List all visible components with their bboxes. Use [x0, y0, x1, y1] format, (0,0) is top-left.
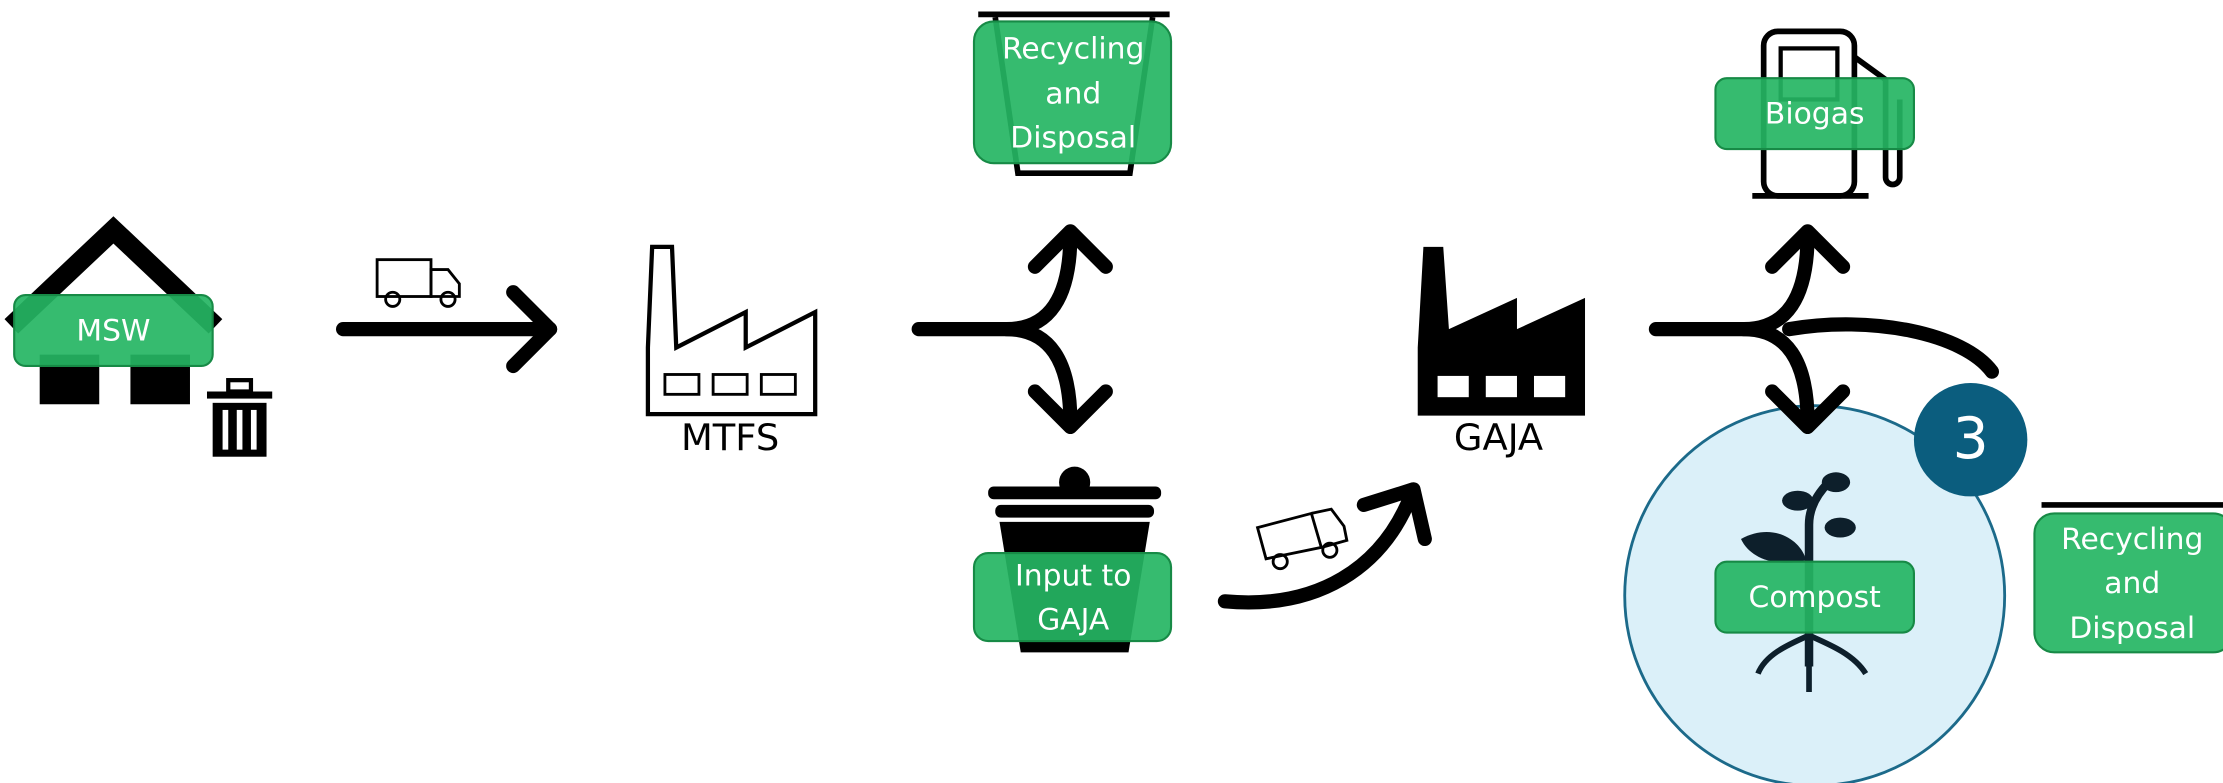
mtfs-label: MTFS	[681, 416, 779, 459]
compost-label: Compost	[1749, 580, 1881, 615]
biogas-box	[1714, 77, 1915, 151]
recycling-box	[2033, 512, 2223, 654]
factory-outline	[645, 244, 818, 417]
fork-arrow	[1648, 224, 1999, 435]
gaja-label: GAJA	[1454, 416, 1543, 459]
truck-icon	[375, 258, 461, 308]
recycling-label: Recycling	[1002, 31, 1144, 66]
trash-icon	[206, 378, 273, 457]
badge-label: 3	[1953, 406, 1989, 472]
recycling-label: Recycling	[2061, 522, 2203, 557]
factory-solid	[1417, 246, 1586, 416]
biogas-label: Biogas	[1765, 97, 1865, 132]
recycling-label: Disposal	[2069, 611, 2195, 646]
msw-label: MSW	[76, 313, 150, 348]
input-box	[972, 552, 1173, 643]
input-label: GAJA	[1037, 603, 1110, 638]
step-badge	[1913, 382, 2028, 497]
recycling-label: and	[1045, 77, 1101, 112]
recycling-label: and	[2104, 566, 2160, 601]
arrow	[1217, 482, 1432, 610]
msw-box	[13, 294, 214, 368]
input-label: Input to	[1015, 559, 1131, 594]
fork-arrow	[911, 224, 1113, 435]
arrow	[336, 285, 558, 374]
recycling-box	[972, 20, 1173, 165]
recycling-label: Disposal	[1010, 121, 1136, 156]
plant-icon	[1740, 472, 1869, 693]
dump-truck-icon	[1255, 507, 1349, 571]
compost-box	[1714, 560, 1915, 634]
